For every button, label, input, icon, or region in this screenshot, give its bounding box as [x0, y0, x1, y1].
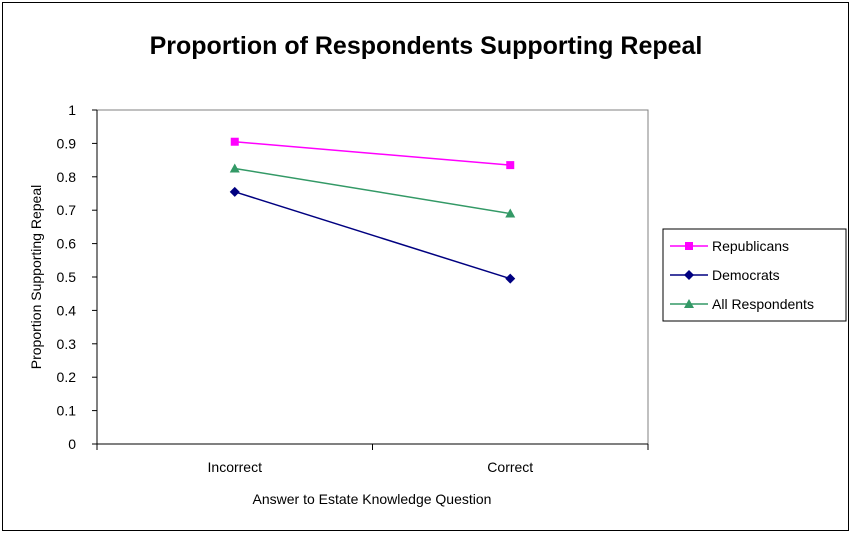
y-tick-label: 0.3: [57, 336, 77, 352]
y-tick-label: 0.1: [57, 403, 77, 419]
y-axis: 0 0.1 0.2 0.3 0.4 0.5 0.6 0.7 0.8 0.9 1: [57, 102, 98, 452]
data-point-all-respondents: [505, 208, 516, 218]
x-tick-label: Incorrect: [208, 459, 263, 475]
legend-marker-republicans: [685, 242, 693, 250]
y-tick-label: 0.8: [57, 169, 77, 185]
x-axis: Incorrect Correct: [96, 443, 649, 475]
legend-label-all-respondents: All Respondents: [712, 296, 814, 312]
series-lines: [229, 137, 516, 284]
y-tick-label: 0.7: [57, 202, 77, 218]
data-point-republicans: [506, 161, 515, 170]
y-tick-label: 0.6: [57, 236, 77, 252]
y-axis-label: Proportion Supporting Repeal: [28, 185, 44, 369]
legend: Republicans Democrats All Respondents: [670, 238, 814, 312]
series-line-democrats: [234, 191, 511, 280]
y-tick-label: 0.5: [57, 269, 77, 285]
data-point-democrats: [229, 186, 240, 197]
y-tick-label: 1: [68, 102, 76, 118]
legend-label-republicans: Republicans: [712, 238, 789, 254]
data-point-democrats: [505, 273, 516, 284]
x-axis-label: Answer to Estate Knowledge Question: [253, 491, 492, 507]
legend-marker-all-respondents: [684, 299, 694, 308]
chart-title: Proportion of Respondents Supporting Rep…: [150, 32, 703, 60]
data-point-all-respondents: [229, 163, 240, 173]
y-tick-label: 0: [68, 436, 76, 452]
legend-label-democrats: Democrats: [712, 267, 780, 283]
plot-area: [96, 109, 649, 445]
x-tick-label: Correct: [487, 459, 533, 475]
legend-marker-democrats: [684, 270, 694, 280]
y-tick-label: 0.9: [57, 135, 77, 151]
data-point-republicans: [230, 137, 239, 146]
series-line-republicans: [234, 140, 511, 166]
series-line-all-respondents: [234, 167, 511, 215]
y-tick-label: 0.4: [57, 302, 77, 318]
y-tick-label: 0.2: [57, 369, 77, 385]
